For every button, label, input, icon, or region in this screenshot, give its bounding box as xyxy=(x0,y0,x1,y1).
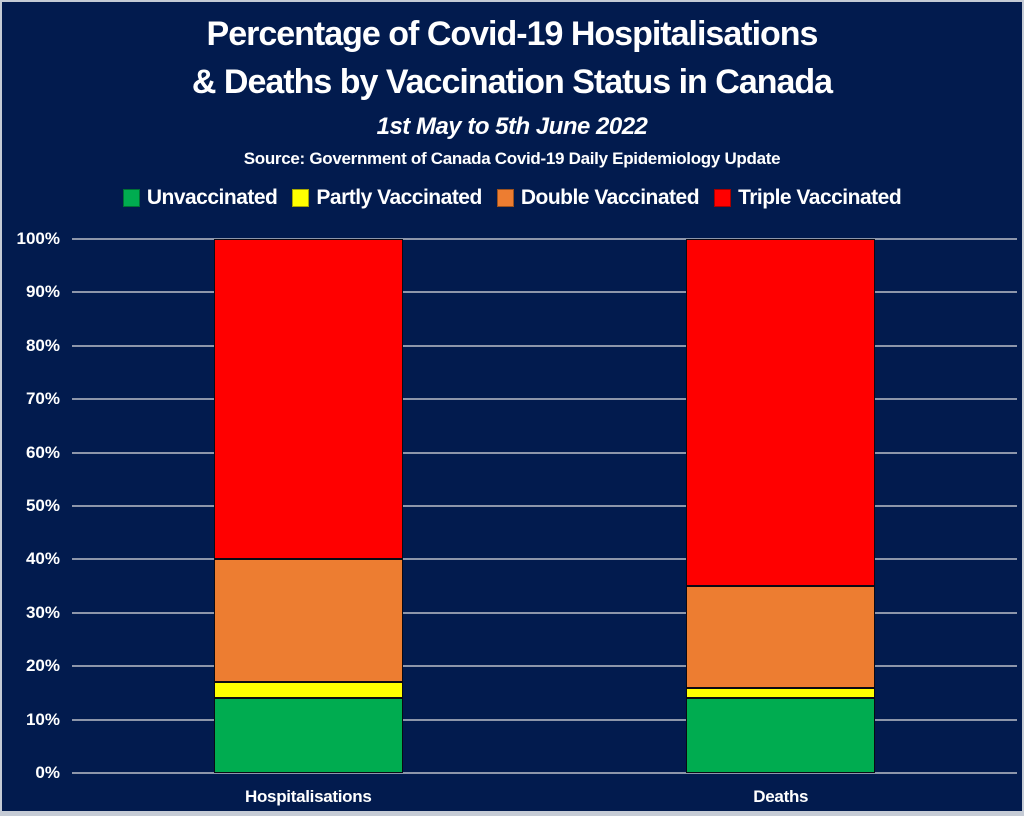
legend-label-partly-vaccinated: Partly Vaccinated xyxy=(316,186,482,209)
bar-segment-deaths-triple-vaccinated xyxy=(686,239,875,587)
y-tick-label-80: 80% xyxy=(25,335,60,355)
gridline-40 xyxy=(72,558,1017,560)
bar-segment-hospitalisations-unvaccinated xyxy=(214,698,403,773)
gridline-60 xyxy=(72,452,1017,454)
legend-marker-double-vaccinated-icon xyxy=(496,189,514,207)
x-tick-label-hospitalisations: Hospitalisations xyxy=(244,787,372,806)
y-tick-label-10: 10% xyxy=(25,709,60,729)
y-tick-label-30: 30% xyxy=(25,602,60,622)
legend-marker-unvaccinated-icon xyxy=(122,189,140,207)
legend-label-triple-vaccinated: Triple Vaccinated xyxy=(738,186,902,209)
bar-segment-deaths-double-vaccinated xyxy=(686,586,875,688)
y-tick-label-100: 100% xyxy=(16,229,60,248)
bar-segment-hospitalisations-triple-vaccinated xyxy=(214,239,403,560)
chart-title-line2: & Deaths by Vaccination Status in Canada xyxy=(191,63,833,101)
gridline-10 xyxy=(72,719,1017,721)
y-tick-label-50: 50% xyxy=(25,496,60,515)
chart-title-line1: Percentage of Covid-19 Hospitalisations xyxy=(206,15,819,53)
y-tick-label-70: 70% xyxy=(25,389,60,409)
x-tick-label-deaths: Deaths xyxy=(753,787,809,806)
gridline-30 xyxy=(72,612,1017,614)
legend-item-double-vaccinated: Double Vaccinated xyxy=(496,186,700,210)
gridline-100 xyxy=(72,238,1017,240)
y-tick-label-60: 60% xyxy=(25,442,60,462)
legend-marker-triple-vaccinated-icon xyxy=(714,189,732,207)
gridline-20 xyxy=(72,665,1017,667)
legend-item-triple-vaccinated: Triple Vaccinated xyxy=(714,186,902,210)
legend-label-double-vaccinated: Double Vaccinated xyxy=(520,186,700,209)
gridline-80 xyxy=(72,345,1017,347)
y-tick-label-40: 40% xyxy=(25,549,60,569)
bar-segment-deaths-unvaccinated xyxy=(686,698,875,773)
y-tick-label-90: 90% xyxy=(25,282,60,302)
y-tick-label-0: 0% xyxy=(35,763,60,782)
legend-item-unvaccinated: Unvaccinated xyxy=(122,186,278,210)
gridline-70 xyxy=(72,398,1017,400)
legend-label-unvaccinated: Unvaccinated xyxy=(146,186,278,209)
bar-segment-hospitalisations-partly-vaccinated xyxy=(214,682,403,699)
legend-marker-partly-vaccinated-icon xyxy=(292,189,310,207)
plot-area xyxy=(72,238,1017,774)
legend-item-partly-vaccinated: Partly Vaccinated xyxy=(292,186,482,210)
bar-segment-deaths-partly-vaccinated xyxy=(686,687,875,699)
legend: Unvaccinated Partly Vaccinated Double Va… xyxy=(2,186,1022,210)
bar-segment-hospitalisations-double-vaccinated xyxy=(214,559,403,683)
gridline-0 xyxy=(72,772,1017,774)
gridline-90 xyxy=(72,291,1017,293)
stacked-bar-hospitalisations xyxy=(214,239,403,773)
stacked-bar-deaths xyxy=(686,239,875,773)
gridline-50 xyxy=(72,505,1017,507)
chart-subtitle: 1st May to 5th June 2022 xyxy=(376,113,648,140)
chart-source: Source: Government of Canada Covid-19 Da… xyxy=(243,149,781,168)
y-tick-label-20: 20% xyxy=(25,656,60,676)
